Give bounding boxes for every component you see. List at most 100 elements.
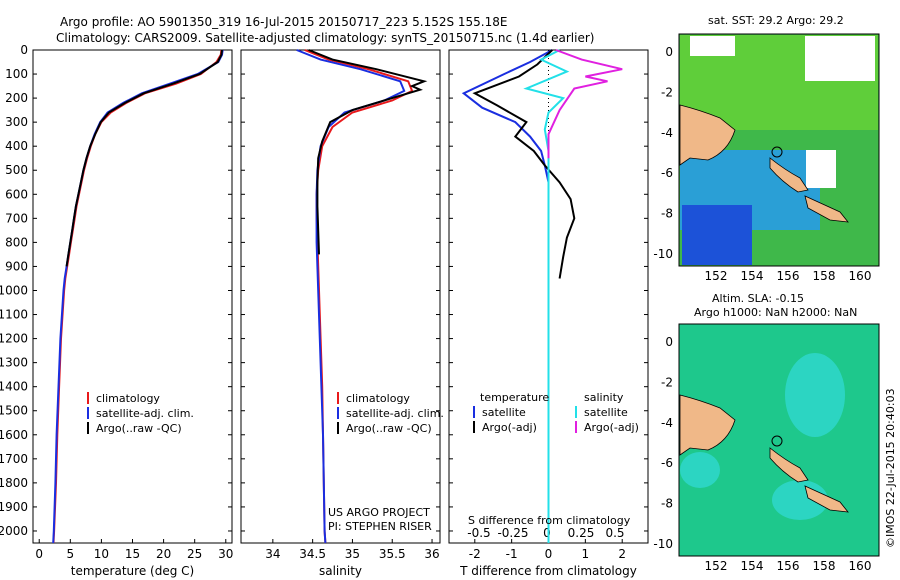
salinity-panel xyxy=(240,49,441,544)
depth-tick-label: 1800 xyxy=(0,476,28,490)
x-tick-label: 5 xyxy=(66,547,74,561)
map-lat-label: -10 xyxy=(653,537,673,551)
x-tick-label: 34.5 xyxy=(299,547,326,561)
salinity-legend: climatology satellite-adj. clim. Argo(..… xyxy=(337,392,444,435)
series-line-satellite-adj-clim- xyxy=(52,49,224,544)
sst-argo-position xyxy=(771,146,783,158)
x-tick-label: 2 xyxy=(618,547,626,561)
top-x-tick-label: -0.25 xyxy=(497,526,528,540)
map-lon-label: 154 xyxy=(741,269,764,283)
depth-tick-label: 100 xyxy=(5,67,28,81)
map-lat-label: -8 xyxy=(661,497,673,511)
series-line-climatology xyxy=(304,49,414,544)
x-tick-label: 10 xyxy=(94,547,109,561)
x-tick-label: 35 xyxy=(345,547,360,561)
top-x-tick-label: -0.5 xyxy=(467,526,490,540)
legend2-argo-label: Argo(..raw -QC) xyxy=(346,422,432,435)
sla-map-title2: Argo h1000: NaN h2000: NaN xyxy=(694,306,857,319)
x-tick-label: 20 xyxy=(156,547,171,561)
legend-sargo-label: Argo(-adj) xyxy=(584,421,639,434)
sla-land-bougainville xyxy=(769,447,809,483)
depth-tick-label: 500 xyxy=(5,163,28,177)
map-lon-label: 160 xyxy=(849,559,872,573)
project-line1: US ARGO PROJECT xyxy=(328,506,430,519)
sst-cloud-gap1 xyxy=(690,36,735,56)
sla-low-anomaly1 xyxy=(785,353,845,437)
map-lon-label: 152 xyxy=(705,269,728,283)
map-lon-label: 158 xyxy=(813,559,836,573)
depth-tick-label: 1000 xyxy=(0,283,28,297)
project-line2: PI: STEPHEN RISER xyxy=(328,520,432,533)
map-lon-label: 154 xyxy=(741,559,764,573)
sst-land-solomons xyxy=(804,195,849,223)
x-tick-label: 30 xyxy=(218,547,233,561)
sst-map: sat. SST: 29.2 Argo: 29.2 xyxy=(678,14,880,267)
series-line-climatology xyxy=(52,49,223,544)
depth-tick-label: 900 xyxy=(5,259,28,273)
series-line-argo-raw-qc- xyxy=(65,49,223,267)
depth-tick-label: 700 xyxy=(5,211,28,225)
sst-land-newbritain xyxy=(679,104,736,166)
x-tick-label: 1 xyxy=(582,547,590,561)
sla-argo-position xyxy=(771,435,783,447)
legend2-clim-label: climatology xyxy=(346,392,410,405)
depth-tick-label: 200 xyxy=(5,91,28,105)
depth-tick-label: 1100 xyxy=(0,308,28,322)
sst-cloud-gap3 xyxy=(806,150,836,188)
map-lon-label: 156 xyxy=(777,559,800,573)
series-line-argo-raw-qc- xyxy=(308,49,428,255)
series-line-salinity-satellite xyxy=(523,49,570,543)
map-lat-label: 0 xyxy=(665,335,673,349)
difference-legend: temperature salinity satellite Argo(-adj… xyxy=(473,391,639,434)
legend-sal-heading: salinity xyxy=(584,391,624,404)
map-lat-label: 0 xyxy=(665,45,673,59)
map-lat-label: -4 xyxy=(661,416,673,430)
map-lat-label: -6 xyxy=(661,456,673,470)
x-tick-label: 15 xyxy=(125,547,140,561)
map-lat-label: -6 xyxy=(661,166,673,180)
series-line-temperature-argo-adj- xyxy=(472,49,576,279)
top-x-tick-label: 0.5 xyxy=(605,526,624,540)
depth-tick-label: 1500 xyxy=(0,404,28,418)
x-axis-label: salinity xyxy=(319,564,362,578)
sst-cold-region xyxy=(682,205,752,265)
map-lat-label: -10 xyxy=(653,247,673,261)
figure-title-line2: Climatology: CARS2009. Satellite-adjuste… xyxy=(56,31,594,45)
legend-sat-label: satellite-adj. clim. xyxy=(96,407,194,420)
legend-argo-label: Argo(..raw -QC) xyxy=(96,422,182,435)
x-axis-label: T difference from climatology xyxy=(459,564,637,578)
x-tick-label: 0 xyxy=(545,547,553,561)
x-axis-label: temperature (deg C) xyxy=(71,564,194,578)
x-tick-label: 34 xyxy=(265,547,280,561)
depth-tick-label: 1600 xyxy=(0,428,28,442)
sla-map: Altim. SLA: -0.15 Argo h1000: NaN h2000:… xyxy=(678,292,880,557)
credit-text: ©IMOS 22-Jul-2015 20:40:03 xyxy=(884,388,897,548)
series-line-salinity-argo-adj- xyxy=(547,49,623,159)
map-lat-label: -8 xyxy=(661,207,673,221)
depth-tick-label: 400 xyxy=(5,139,28,153)
sst-cloud-gap2 xyxy=(805,36,875,81)
legend-ssat-label: satellite xyxy=(584,406,628,419)
depth-tick-label: 800 xyxy=(5,235,28,249)
map-lat-label: -2 xyxy=(661,375,673,389)
map-lon-label: 160 xyxy=(849,269,872,283)
sla-map-title1: Altim. SLA: -0.15 xyxy=(712,292,804,305)
legend-tsat-label: satellite xyxy=(482,406,526,419)
x-tick-label: -2 xyxy=(469,547,481,561)
depth-tick-label: 1900 xyxy=(0,500,28,514)
map-lat-label: -4 xyxy=(661,126,673,140)
map-lat-label: -2 xyxy=(661,85,673,99)
figure-title-line1: Argo profile: AO 5901350_319 16-Jul-2015… xyxy=(60,15,507,29)
depth-tick-label: 300 xyxy=(5,115,28,129)
depth-tick-label: 600 xyxy=(5,187,28,201)
legend-targo-label: Argo(-adj) xyxy=(482,421,537,434)
legend-temp-heading: temperature xyxy=(480,391,549,404)
depth-tick-label: 1700 xyxy=(0,452,28,466)
map-lon-label: 152 xyxy=(705,559,728,573)
x-tick-label: 35.5 xyxy=(379,547,406,561)
top-x-tick-label: 0 xyxy=(543,526,551,540)
map-lon-label: 158 xyxy=(813,269,836,283)
sst-land-bougainville xyxy=(769,157,809,193)
sla-low-anomaly2 xyxy=(680,452,720,488)
